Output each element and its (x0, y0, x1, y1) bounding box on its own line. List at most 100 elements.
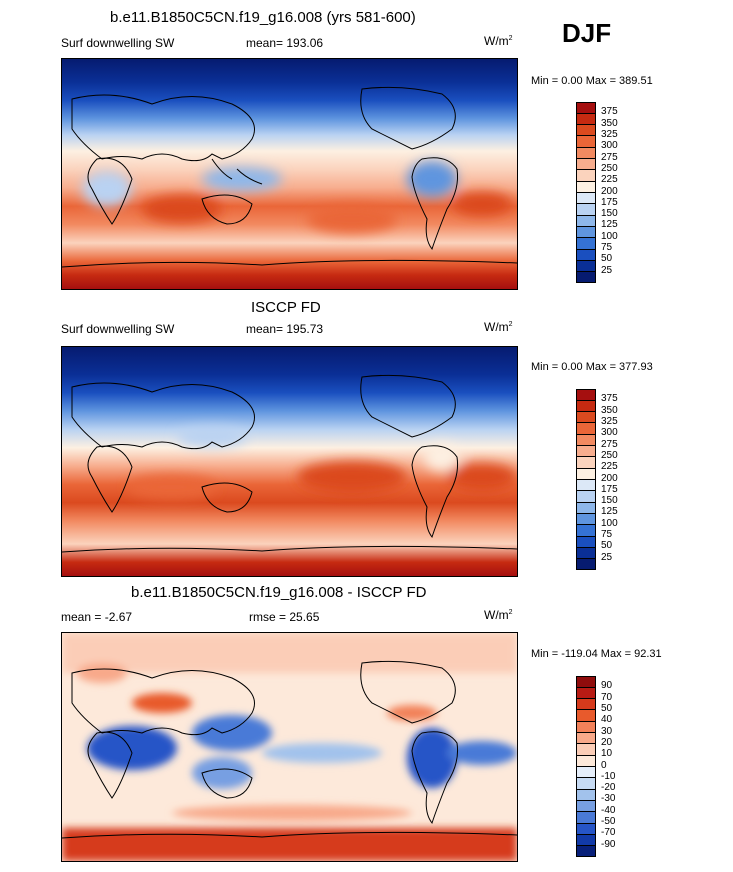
colorbar-tick-label: -70 (601, 827, 616, 839)
colorbar-box (576, 124, 596, 136)
panel3-heatmap (62, 633, 517, 861)
colorbar-box (576, 789, 596, 801)
colorbar-box (576, 203, 596, 216)
colorbar-tick-label: 75 (601, 529, 613, 541)
panel3-minmax: Min = -119.04 Max = 92.31 (531, 648, 662, 660)
colorbar-box (576, 422, 596, 435)
colorbar-tick (576, 535, 596, 537)
colorbar-tick (576, 445, 596, 447)
colorbar-tick-label: 10 (601, 748, 613, 760)
colorbar-tick (576, 845, 596, 847)
colorbar-tick (576, 754, 596, 756)
colorbar-tick-label: 225 (601, 461, 618, 473)
colorbar-box (576, 135, 596, 148)
colorbar-tick (576, 124, 596, 126)
panel3-colorbar: 90 70 50 40 30 20 10 0 -10 -20 -30 -40 -50 -70 -90 (576, 676, 636, 857)
colorbar-tick-label: 50 (601, 253, 613, 265)
colorbar-box (576, 158, 596, 170)
colorbar-tick-label: 75 (601, 242, 613, 254)
colorbar-box (576, 237, 596, 250)
panel2-map (61, 346, 518, 577)
colorbar-tick (576, 214, 596, 216)
colorbar-tick (576, 720, 596, 722)
colorbar-box (576, 400, 596, 412)
colorbar-tick (576, 399, 596, 401)
colorbar-box (576, 113, 596, 125)
colorbar-tick-label: 50 (601, 702, 613, 714)
colorbar-box (576, 766, 596, 778)
colorbar-box (576, 260, 596, 272)
colorbar-tick-label: -30 (601, 793, 616, 805)
colorbar-tick-label: 200 (601, 472, 618, 484)
colorbar-box (576, 226, 596, 238)
colorbar-box (576, 468, 596, 480)
colorbar-tick (576, 467, 596, 469)
panel3-title: b.e11.B1850C5CN.f19_g16.008 - ISCCP FD (131, 584, 427, 601)
panel3-units: W/m2 (484, 608, 513, 622)
colorbar-box (576, 445, 596, 457)
panel1-left-label: Surf downwelling SW (61, 36, 175, 50)
colorbar-tick (576, 686, 596, 688)
colorbar-tick (576, 225, 596, 227)
colorbar-box (576, 502, 596, 514)
colorbar-tick (576, 169, 596, 171)
colorbar-tick-label: 0 (601, 759, 607, 771)
colorbar-tick-label: 90 (601, 680, 613, 692)
colorbar-tick-label: 175 (601, 196, 618, 208)
colorbar-box (576, 479, 596, 491)
colorbar-tick (576, 490, 596, 492)
panel3-mean-label: mean = -2.67 (61, 610, 133, 624)
colorbar-box (576, 456, 596, 469)
colorbar-box (576, 777, 596, 790)
colorbar-tick (576, 158, 596, 160)
colorbar-box (576, 558, 596, 570)
colorbar-tick-label: 250 (601, 162, 618, 174)
colorbar-tick-label: -10 (601, 770, 616, 782)
colorbar-tick (576, 203, 596, 205)
colorbar-tick-label: 20 (601, 736, 613, 748)
colorbar-box (576, 147, 596, 159)
colorbar-tick-label: 150 (601, 208, 618, 220)
colorbar-tick (576, 524, 596, 526)
colorbar-tick (576, 135, 596, 137)
colorbar-tick-label: 350 (601, 117, 618, 129)
colorbar-box (576, 411, 596, 423)
colorbar-tick-label: 250 (601, 449, 618, 461)
colorbar-tick (576, 192, 596, 193)
colorbar-tick (576, 558, 596, 560)
colorbar-box (576, 755, 596, 767)
colorbar-box (576, 434, 596, 446)
colorbar-box (576, 181, 596, 193)
colorbar-tick-label: 275 (601, 151, 618, 163)
colorbar-tick-label: 30 (601, 725, 613, 737)
colorbar-tick-label: 125 (601, 506, 618, 518)
colorbar-box (576, 687, 596, 699)
colorbar-tick-label: 350 (601, 404, 618, 416)
panel1-minmax: Min = 0.00 Max = 389.51 (531, 75, 653, 87)
colorbar-box (576, 800, 596, 812)
panel2-minmax: Min = 0.00 Max = 377.93 (531, 361, 653, 373)
colorbar-box (576, 102, 596, 114)
colorbar-box (576, 698, 596, 710)
colorbar-tick-label: -20 (601, 782, 616, 794)
colorbar-tick-label: 375 (601, 393, 618, 405)
panel2-units: W/m2 (484, 320, 513, 334)
colorbar-tick (576, 777, 596, 779)
panel2-left-label: Surf downwelling SW (61, 322, 175, 336)
panel2-colorbar: 375 350 325 300 275 250 225 200 175 150 125 100 75 50… (576, 389, 636, 570)
colorbar-tick-label: -40 (601, 804, 616, 816)
colorbar-box (576, 547, 596, 559)
colorbar-tick (576, 833, 596, 835)
colorbar-tick-label: 100 (601, 230, 618, 242)
colorbar-box (576, 513, 596, 525)
colorbar-tick (576, 788, 596, 790)
colorbar-tick (576, 433, 596, 435)
colorbar-box (576, 490, 596, 503)
panel1-map (61, 58, 518, 290)
colorbar-box (576, 536, 596, 548)
colorbar-tick (576, 456, 596, 458)
colorbar-tick (576, 546, 596, 548)
colorbar-tick (576, 766, 596, 767)
colorbar-box (576, 389, 596, 401)
colorbar-tick-label: 200 (601, 185, 618, 197)
